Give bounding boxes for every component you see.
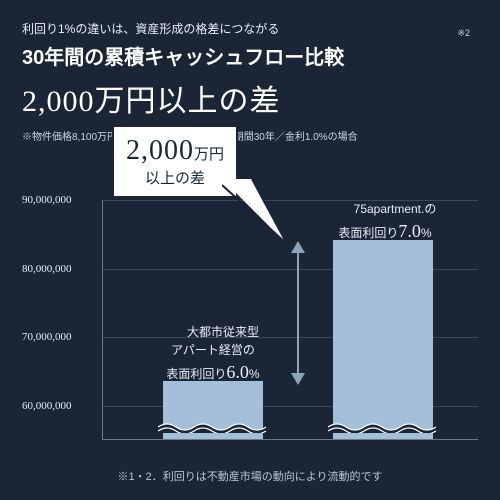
ytick-label: 70,000,000 <box>22 331 97 343</box>
bar-label-num: 7.0 <box>398 221 421 241</box>
arrow-up-icon <box>291 241 305 253</box>
callout-tail-icon <box>222 179 292 249</box>
callout-amount: 2,000 <box>126 135 194 166</box>
wave-cut-icon <box>328 421 438 433</box>
callout: 2,000万円 以上の差 <box>112 125 238 198</box>
bar-label-num: 6.0 <box>226 362 249 382</box>
bar-label-post: % <box>249 367 260 381</box>
callout-unit: 万円 <box>194 147 224 163</box>
wave-cut-icon <box>158 421 268 433</box>
chart: 90,000,000 80,000,000 70,000,000 60,000,… <box>22 160 478 460</box>
ytick-label: 60,000,000 <box>22 400 97 412</box>
bar-label-75apartment: 75apartment.の 表面利回り7.0% <box>315 182 455 263</box>
page-title: 30年間の累積キャッシュフロー比較 <box>22 41 478 70</box>
reference-mark: ※2 <box>457 28 470 39</box>
bar-75apartment <box>333 240 433 439</box>
pretitle: 利回り1%の違いは、資産形成の格差につながる <box>22 20 478 37</box>
bar-label-post: % <box>421 226 432 240</box>
bar-label-metro: 大都市従来型 アパート経営の 表面利回り6.0% <box>148 305 278 404</box>
conditions-text: ※物件価格8,100万円／自己資金500万円／融資期間30年／金利1.0%の場合 <box>22 128 478 143</box>
difference-arrow <box>297 251 299 375</box>
headline-amount: 2,000万円以上の差 <box>22 76 478 120</box>
arrow-down-icon <box>291 373 305 385</box>
ytick-label: 80,000,000 <box>22 263 97 275</box>
footnote: ※1・2．利回りは不動産市場の動向により流動的です <box>0 468 500 484</box>
ytick-label: 90,000,000 <box>22 194 97 206</box>
callout-line2: 以上の差 <box>126 167 224 188</box>
